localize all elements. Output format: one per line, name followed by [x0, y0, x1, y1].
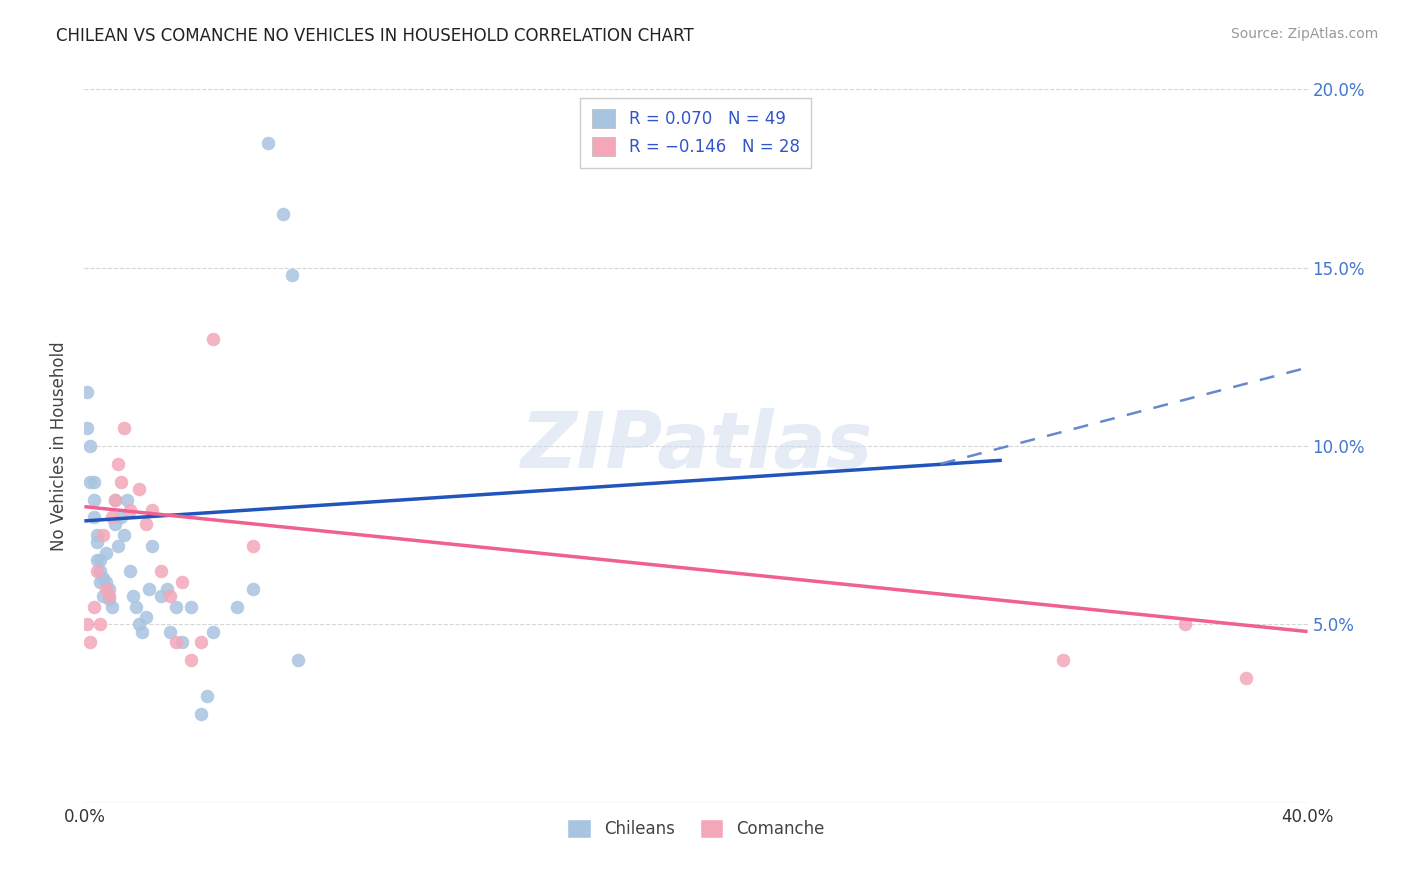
Point [165, 599, 187, 614]
Point [107, 457, 129, 471]
Point [281, 268, 304, 282]
Point [242, 582, 264, 596]
Point [131, 624, 153, 639]
Point [128, 617, 150, 632]
Point [83, 599, 105, 614]
Point [271, 207, 294, 221]
Point [89, 564, 111, 578]
Point [104, 492, 127, 507]
Point [89, 617, 111, 632]
Point [79, 439, 101, 453]
Point [86, 528, 108, 542]
Point [1052, 653, 1074, 667]
Text: Source: ZipAtlas.com: Source: ZipAtlas.com [1230, 27, 1378, 41]
Point [89, 553, 111, 567]
Point [97, 582, 120, 596]
Point [120, 564, 142, 578]
Y-axis label: No Vehicles in Household: No Vehicles in Household [51, 341, 69, 551]
Point [107, 539, 129, 553]
Point [76, 385, 98, 400]
Text: ZIPatlas: ZIPatlas [520, 408, 872, 484]
Point [180, 653, 202, 667]
Point [141, 539, 163, 553]
Point [122, 589, 145, 603]
Point [86, 553, 108, 567]
Point [172, 574, 194, 589]
Point [287, 653, 309, 667]
Point [91, 528, 114, 542]
Point [89, 574, 111, 589]
Point [226, 599, 249, 614]
Point [128, 482, 150, 496]
Point [83, 510, 105, 524]
Point [110, 475, 132, 489]
Point [159, 624, 181, 639]
Point [112, 528, 135, 542]
Point [97, 592, 120, 607]
Point [190, 635, 212, 649]
Point [159, 589, 181, 603]
Point [101, 599, 124, 614]
Point [91, 571, 114, 585]
Point [1236, 671, 1258, 685]
Point [104, 517, 127, 532]
Point [86, 535, 108, 549]
Point [91, 589, 114, 603]
Point [1174, 617, 1197, 632]
Point [149, 564, 172, 578]
Point [138, 582, 160, 596]
Point [172, 635, 194, 649]
Point [201, 624, 224, 639]
Point [120, 503, 142, 517]
Point [97, 589, 120, 603]
Point [79, 475, 101, 489]
Point [125, 599, 148, 614]
Point [104, 492, 127, 507]
Point [180, 599, 202, 614]
Point [94, 546, 117, 560]
Point [112, 421, 135, 435]
Point [94, 582, 117, 596]
Point [101, 510, 124, 524]
Legend: Chileans, Comanche: Chileans, Comanche [561, 812, 831, 845]
Text: CHILEAN VS COMANCHE NO VEHICLES IN HOUSEHOLD CORRELATION CHART: CHILEAN VS COMANCHE NO VEHICLES IN HOUSE… [56, 27, 695, 45]
Point [195, 689, 218, 703]
Point [115, 492, 138, 507]
Point [156, 582, 179, 596]
Point [79, 635, 101, 649]
Point [94, 574, 117, 589]
Point [83, 475, 105, 489]
Point [135, 517, 157, 532]
Point [110, 510, 132, 524]
Point [135, 610, 157, 624]
Point [76, 617, 98, 632]
Point [242, 539, 264, 553]
Point [257, 136, 280, 150]
Point [83, 492, 105, 507]
Point [149, 589, 172, 603]
Point [201, 332, 224, 346]
Point [86, 564, 108, 578]
Point [165, 635, 187, 649]
Point [76, 421, 98, 435]
Point [141, 503, 163, 517]
Point [190, 706, 212, 721]
